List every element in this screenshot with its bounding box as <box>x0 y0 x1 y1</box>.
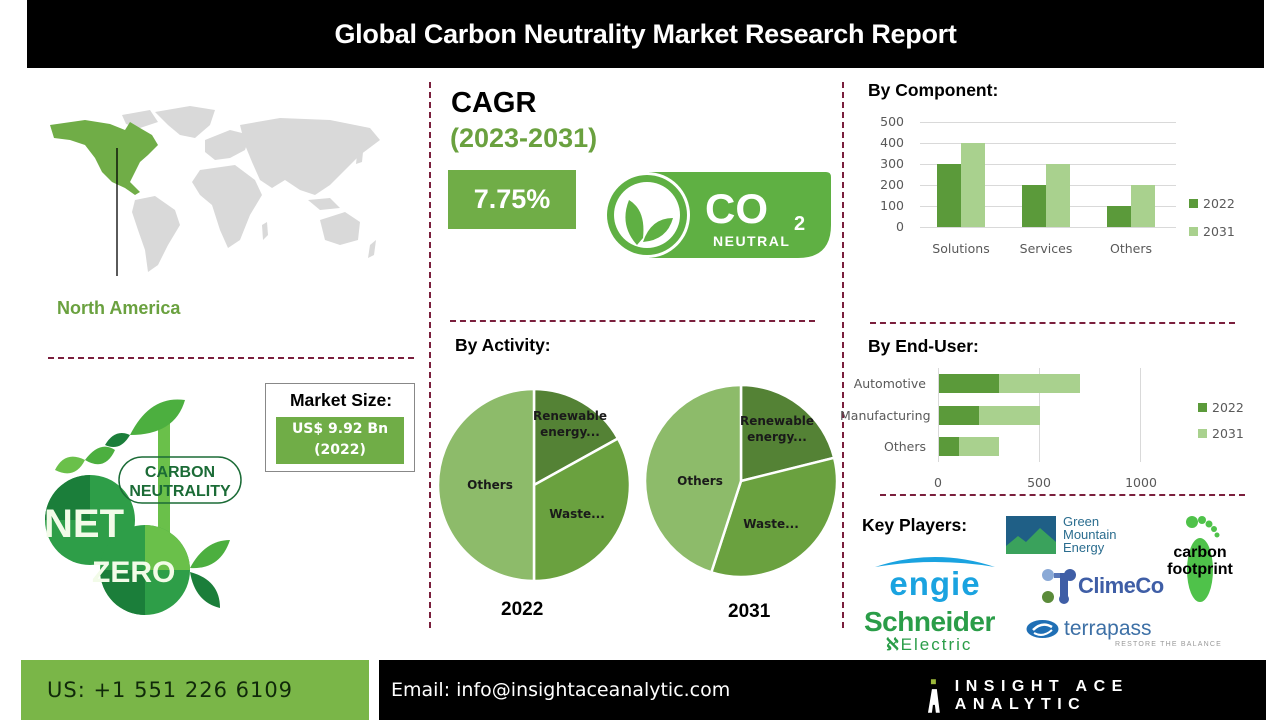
vertical-divider-left <box>429 82 431 628</box>
molecule-icon <box>1042 569 1076 604</box>
pie-2022-label-renewable: Renewable energy... <box>532 409 608 439</box>
logo-carbon-footprint: carbon footprint <box>1150 512 1250 607</box>
bar-others-2022 <box>1107 206 1131 227</box>
svg-text:NEUTRALITY: NEUTRALITY <box>129 483 231 500</box>
market-size-title: Market Size: <box>289 390 393 410</box>
bar-services-2022 <box>1022 185 1046 227</box>
insight-ace-logo-icon <box>927 679 940 713</box>
pie-2031-year: 2031 <box>728 601 771 622</box>
by-activity-title: By Activity: <box>455 335 551 355</box>
report-header: Global Carbon Neutrality Market Research… <box>27 0 1264 68</box>
terrapass-arrows-icon <box>1026 620 1059 638</box>
legend-enduser-2022: 2022 <box>1198 400 1244 415</box>
cagr-value: 7.75% <box>473 184 551 214</box>
pie-2031-label-others: Others <box>677 474 723 488</box>
bar-automotive-2031 <box>999 374 1080 393</box>
footprint-icon <box>1186 516 1220 602</box>
logo-terrapass: terrapass RESTORE THE BALANCE <box>1025 615 1225 655</box>
bar-others-enduser-2031 <box>959 437 999 456</box>
bar-solutions-2022 <box>937 164 961 227</box>
world-map <box>50 106 380 276</box>
key-players-title: Key Players: <box>862 515 968 535</box>
market-size-card: Market Size: US$ 9.92 Bn (2022) <box>265 383 415 472</box>
pie-2031-label-waste: Waste... <box>743 517 799 531</box>
svg-text:NEUTRAL: NEUTRAL <box>713 233 790 249</box>
phone-banner: US: +1 551 226 6109 <box>21 660 369 720</box>
horizontal-divider-center <box>450 320 815 322</box>
legend-2031: 2031 <box>1189 224 1235 239</box>
brand-name: INSIGHT ACE ANALYTIC <box>954 678 1129 713</box>
vertical-divider-right <box>842 82 844 628</box>
engie-arc-icon <box>875 557 995 567</box>
logo-green-mountain-energy: Green Mountain Energy <box>1006 515 1146 556</box>
bar-services-2031 <box>1046 164 1070 227</box>
pie-chart-2031 <box>643 383 839 579</box>
cagr-title: CAGR <box>451 87 537 119</box>
market-size-year: (2022) <box>314 442 366 458</box>
brand-logo: INSIGHT ACE ANALYTIC <box>927 678 1266 714</box>
market-size-value-box: US$ 9.92 Bn (2022) <box>276 417 404 464</box>
phone-number[interactable]: US: +1 551 226 6109 <box>47 678 294 702</box>
email-address[interactable]: Email: info@insightaceanalytic.com <box>391 679 731 701</box>
horizontal-divider-right-top <box>870 322 1235 324</box>
logo-climeco: ClimeCo <box>1040 567 1164 607</box>
horizontal-divider-left <box>48 357 414 359</box>
schneider-swirl-icon: ℵ <box>886 635 901 654</box>
bar-manufacturing-2022 <box>939 406 979 425</box>
co2-neutral-badge: CO 2 NEUTRAL <box>604 172 831 258</box>
pie-2031-label-renewable: Renewable energy... <box>739 414 815 444</box>
mountain-icon <box>1006 516 1056 554</box>
pie-2022-label-waste: Waste... <box>549 507 605 521</box>
bar-others-enduser-2022 <box>939 437 959 456</box>
pie-2022-label-others: Others <box>467 478 513 492</box>
svg-text:CARBON: CARBON <box>145 464 215 481</box>
bar-others-2031 <box>1131 185 1155 227</box>
cagr-period: (2023-2031) <box>450 123 598 153</box>
pie-chart-2022 <box>436 387 632 583</box>
market-size-value: US$ 9.92 Bn <box>291 421 389 437</box>
horizontal-divider-right-bottom <box>880 494 1245 496</box>
by-component-title: By Component: <box>868 80 999 100</box>
north-america-highlight <box>50 120 158 195</box>
svg-text:ZERO: ZERO <box>92 556 175 589</box>
report-title: Global Carbon Neutrality Market Research… <box>334 18 957 49</box>
by-component-chart: 500 400 300 200 100 0 Solutions Services… <box>880 114 1235 256</box>
by-end-user-title: By End-User: <box>868 336 979 356</box>
bar-automotive-2022 <box>939 374 999 393</box>
bar-solutions-2031 <box>961 143 985 227</box>
net-zero-graphic: NET ZERO CARBON NEUTRALITY <box>44 399 242 615</box>
bar-manufacturing-2031 <box>979 406 1040 425</box>
logo-engie: engie <box>870 553 1000 603</box>
logo-schneider-electric: Schneider ℵElectric <box>864 606 995 654</box>
region-label: North America <box>57 298 181 318</box>
leaf-icon <box>625 200 644 245</box>
email-banner: Email: info@insightaceanalytic.com INSIG… <box>379 660 1266 720</box>
pie-2022-year: 2022 <box>501 599 544 620</box>
svg-text:2: 2 <box>794 213 805 235</box>
cagr-value-box: 7.75% <box>448 170 576 229</box>
legend-enduser-2031: 2031 <box>1198 426 1244 441</box>
svg-text:CO: CO <box>705 185 768 232</box>
by-end-user-chart: Automotive Manufacturing Others 0 500 10… <box>840 365 1260 495</box>
legend-2022: 2022 <box>1189 196 1235 211</box>
svg-text:NET: NET <box>44 502 124 546</box>
